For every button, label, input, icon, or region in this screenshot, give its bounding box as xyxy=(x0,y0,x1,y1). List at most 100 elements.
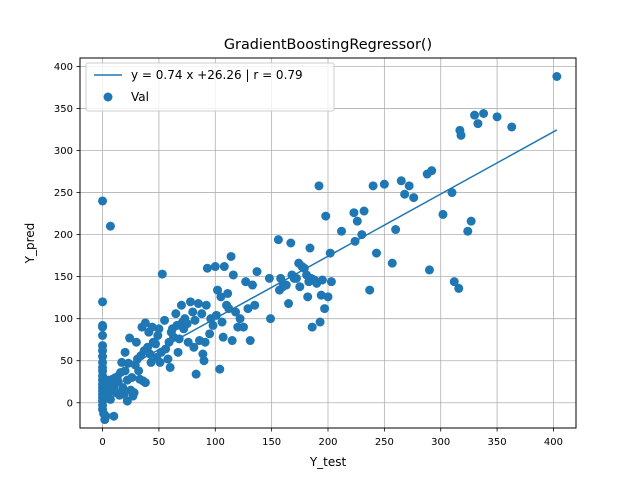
scatter-point xyxy=(140,378,150,388)
scatter-point xyxy=(305,243,315,253)
scatter-point xyxy=(140,318,150,328)
scatter-point xyxy=(371,248,381,258)
scatter-point xyxy=(188,307,198,317)
scatter-point xyxy=(215,364,225,374)
scatter-point xyxy=(200,337,210,347)
x-tick-label: 200 xyxy=(318,437,337,448)
scatter-point xyxy=(466,216,476,226)
y-tick-label: 400 xyxy=(54,62,73,73)
scatter-point xyxy=(213,285,223,295)
scatter-point xyxy=(368,181,378,191)
x-tick-label: 100 xyxy=(206,437,225,448)
scatter-point xyxy=(238,322,248,332)
scatter-point xyxy=(123,358,133,368)
scatter-point xyxy=(323,292,333,302)
x-tick-label: 50 xyxy=(153,437,166,448)
scatter-point xyxy=(98,331,108,340)
scatter-point xyxy=(325,248,335,258)
scatter-point xyxy=(447,188,457,198)
scatter-point xyxy=(105,221,115,231)
scatter-point xyxy=(101,411,111,421)
scatter-point xyxy=(185,297,195,307)
scatter-point xyxy=(281,280,291,290)
x-tick-label: 250 xyxy=(375,437,394,448)
scatter-point xyxy=(284,299,294,309)
scatter-point xyxy=(173,347,183,357)
legend-marker-val xyxy=(103,92,113,102)
y-tick-label: 200 xyxy=(54,230,73,241)
scatter-point xyxy=(160,315,170,325)
scatter-point xyxy=(276,273,286,283)
scatter-point xyxy=(127,373,137,383)
scatter-point xyxy=(404,181,414,191)
scatter-point xyxy=(449,277,459,287)
scatter-point xyxy=(350,236,360,246)
scatter-point xyxy=(321,211,331,221)
scatter-point xyxy=(117,357,127,367)
scatter-point xyxy=(387,258,397,268)
scatter-point xyxy=(252,267,262,277)
scatter-point xyxy=(208,320,218,330)
scatter-point xyxy=(307,322,317,332)
scatter-point xyxy=(190,315,200,325)
scatter-point xyxy=(438,209,448,219)
scatter-point xyxy=(161,344,171,354)
x-axis-ticks: 0 50 100 150 200 250 300 350 400 xyxy=(99,428,563,448)
scatter-point xyxy=(326,277,336,287)
x-tick-label: 300 xyxy=(431,437,450,448)
legend-box xyxy=(85,62,335,112)
scatter-point xyxy=(245,336,255,346)
scatter-point xyxy=(154,324,164,334)
scatter-point xyxy=(224,304,234,314)
x-tick-label: 400 xyxy=(544,437,563,448)
scatter-point xyxy=(98,322,108,332)
scatter-point xyxy=(134,366,144,376)
scatter-point xyxy=(223,288,233,298)
legend-label-fit: y = 0.74 x +26.26 | r = 0.79 xyxy=(131,68,303,82)
scatter-point xyxy=(197,309,207,319)
scatter-point xyxy=(243,304,253,314)
scatter-point xyxy=(314,181,324,191)
scatter-point xyxy=(424,265,434,275)
scatter-point xyxy=(163,354,173,364)
scatter-point xyxy=(191,369,201,379)
scatter-point xyxy=(359,206,369,216)
scatter-point xyxy=(227,336,237,346)
scatter-point xyxy=(201,300,211,310)
scatter-point xyxy=(250,300,260,310)
scatter-point xyxy=(205,329,215,339)
x-axis-label: Y_test xyxy=(309,455,347,469)
scatter-point xyxy=(98,297,108,307)
y-tick-label: 0 xyxy=(67,398,73,409)
scatter-point xyxy=(105,394,115,404)
scatter-point xyxy=(165,362,175,372)
scatter-point xyxy=(349,208,359,218)
scatter-point xyxy=(291,273,301,283)
scatter-point xyxy=(507,122,517,132)
scatter-point xyxy=(470,110,480,120)
scatter-point xyxy=(98,196,108,206)
scatter-point xyxy=(147,322,157,332)
scatter-point xyxy=(231,307,241,317)
scatter-point xyxy=(456,130,466,140)
scatter-point xyxy=(320,304,330,314)
scatter-point xyxy=(228,270,238,280)
scatter-point xyxy=(211,310,221,320)
scatter-point xyxy=(157,269,167,279)
x-tick-label: 0 xyxy=(99,437,105,448)
scatter-point xyxy=(120,347,130,357)
scatter-point xyxy=(303,292,313,302)
scatter-point xyxy=(217,317,227,327)
scatter-point xyxy=(400,189,410,199)
scatter-point xyxy=(118,383,128,393)
scatter-point xyxy=(109,411,119,421)
scatter-point xyxy=(202,263,212,273)
scatter-point xyxy=(492,112,502,122)
legend: y = 0.74 x +26.26 | r = 0.79 Val xyxy=(85,62,335,112)
scatter-point xyxy=(216,292,226,302)
scatter-point xyxy=(552,72,562,81)
scatter-point xyxy=(427,166,437,176)
scatter-point xyxy=(473,119,483,129)
scatter-point xyxy=(189,342,199,352)
y-tick-label: 300 xyxy=(54,146,73,157)
